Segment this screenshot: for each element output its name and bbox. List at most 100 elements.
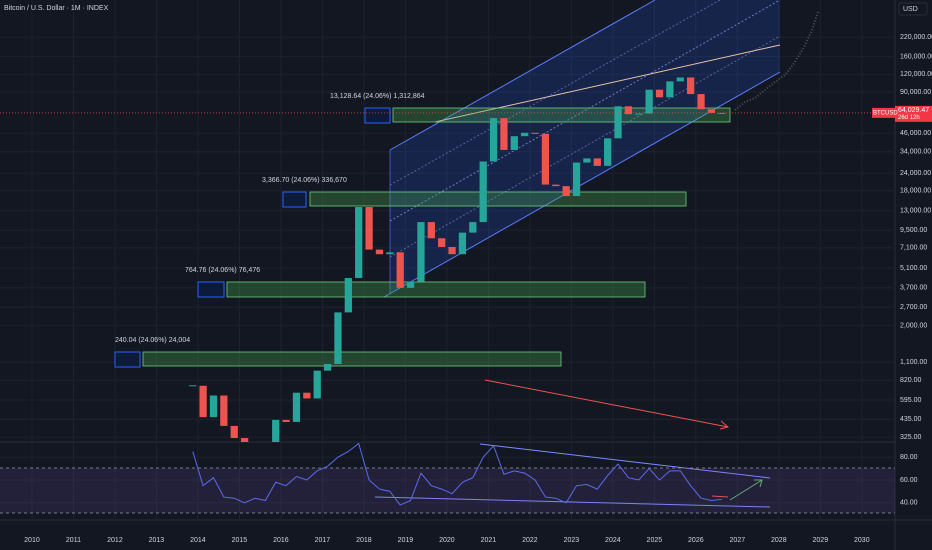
annotation: 3,366.70 (24.06%) 336,670 xyxy=(262,177,347,184)
annotation: 764.76 (24.06%) 76,476 xyxy=(185,267,260,274)
x-tick-label: 2024 xyxy=(605,537,621,544)
channel-upper xyxy=(389,0,656,151)
y-tick-label: 120,000.00 xyxy=(900,71,932,78)
x-tick-label: 2014 xyxy=(190,537,206,544)
candle xyxy=(417,222,425,282)
y-tick-label: 34,000.00 xyxy=(900,149,931,156)
projection xyxy=(734,11,819,111)
candle xyxy=(707,109,716,113)
x-tick-label: 2025 xyxy=(647,537,663,544)
candle xyxy=(541,133,550,185)
candle xyxy=(552,184,560,187)
candle xyxy=(313,370,321,399)
y-tick-label: 595.00 xyxy=(900,397,922,404)
zone-marker xyxy=(197,281,225,298)
y-tick-label: 40.00 xyxy=(900,500,918,507)
candle xyxy=(593,158,601,166)
candle xyxy=(209,395,218,418)
y-tick-label: 160,000.00 xyxy=(900,54,932,61)
arrow xyxy=(484,379,729,428)
candle xyxy=(697,94,705,110)
zone-marker xyxy=(282,191,307,208)
x-tick-label: 2022 xyxy=(522,537,538,544)
y-tick-label: 325.00 xyxy=(900,434,922,441)
arrow xyxy=(711,495,729,498)
annotation: 240.04 (24.06%) 24,004 xyxy=(115,337,190,344)
x-tick-label: 2027 xyxy=(730,537,746,544)
candle xyxy=(355,207,363,279)
candle xyxy=(282,419,290,422)
x-tick-label: 2023 xyxy=(564,537,580,544)
x-tick-label: 2019 xyxy=(398,537,414,544)
y-tick-label: 90,000.00 xyxy=(900,89,931,96)
channel-mid xyxy=(389,0,721,186)
candle xyxy=(396,252,404,288)
candle xyxy=(510,136,518,150)
candle xyxy=(323,363,332,371)
marks xyxy=(0,77,895,506)
candle xyxy=(531,132,539,134)
last-price: 64,029.47 xyxy=(898,107,929,114)
arrow xyxy=(729,479,763,501)
currency-box[interactable] xyxy=(898,2,928,16)
rsi-line xyxy=(192,442,722,506)
candle xyxy=(676,77,684,82)
candle xyxy=(448,246,456,255)
candle xyxy=(687,77,695,95)
header-title: Bitcoin / U.S. Dollar · 1M · INDEX xyxy=(4,5,109,12)
candle xyxy=(479,161,487,223)
candle xyxy=(614,106,622,139)
price-pane xyxy=(0,77,895,442)
candle xyxy=(489,118,498,162)
grid xyxy=(0,0,895,520)
x-tick-label: 2028 xyxy=(771,537,787,544)
candle xyxy=(427,222,435,239)
candle xyxy=(220,395,228,426)
y-tick-label: 2,000.00 xyxy=(900,322,927,329)
symbol: BTCUSD xyxy=(873,110,898,116)
currency: USD xyxy=(903,6,918,13)
y-tick-label: 9,500.00 xyxy=(900,227,927,234)
x-tick-label: 2020 xyxy=(439,537,455,544)
candle xyxy=(344,278,352,313)
y-tick-label: 435.00 xyxy=(900,416,922,423)
x-tick-label: 2030 xyxy=(854,537,870,544)
candle xyxy=(521,132,529,137)
candle xyxy=(718,112,726,114)
candle xyxy=(199,385,207,418)
candle xyxy=(375,249,384,255)
rsi-trend xyxy=(374,496,771,508)
candle xyxy=(624,106,633,115)
rsi-trend xyxy=(479,443,771,479)
channel-mid xyxy=(389,0,781,222)
y-tick-label: 5,100.00 xyxy=(900,265,927,272)
candle xyxy=(458,232,467,255)
symbol-tag xyxy=(872,107,895,118)
zone xyxy=(392,107,731,123)
candle xyxy=(386,252,394,255)
y-tick-label: 3,700.00 xyxy=(900,285,927,292)
candle xyxy=(562,186,570,197)
y-tick-label: 18,000.00 xyxy=(900,188,931,195)
y-tick-label: 24,000.00 xyxy=(900,170,931,177)
y-tick-label: 7,100.00 xyxy=(900,245,927,252)
x-tick-label: 2013 xyxy=(149,537,165,544)
y-tick-label: 13,000.00 xyxy=(900,208,931,215)
x-tick-label: 2011 xyxy=(66,537,81,544)
y-tick-label: 820.00 xyxy=(900,377,922,384)
candle xyxy=(272,419,280,442)
x-tick-label: 2010 xyxy=(24,537,40,544)
x-tick-label: 2012 xyxy=(107,537,123,544)
candle xyxy=(303,392,311,399)
y-tick-label: 46,000.00 xyxy=(900,130,931,137)
x-tick-label: 2018 xyxy=(356,537,372,544)
y-tick-label: 2,700.00 xyxy=(900,304,927,311)
zone xyxy=(226,281,646,298)
candle xyxy=(583,158,591,163)
x-tick-label: 2017 xyxy=(315,537,331,544)
candle xyxy=(655,89,664,98)
arrow-head xyxy=(754,479,763,488)
candle xyxy=(230,425,238,439)
candle xyxy=(334,312,342,364)
